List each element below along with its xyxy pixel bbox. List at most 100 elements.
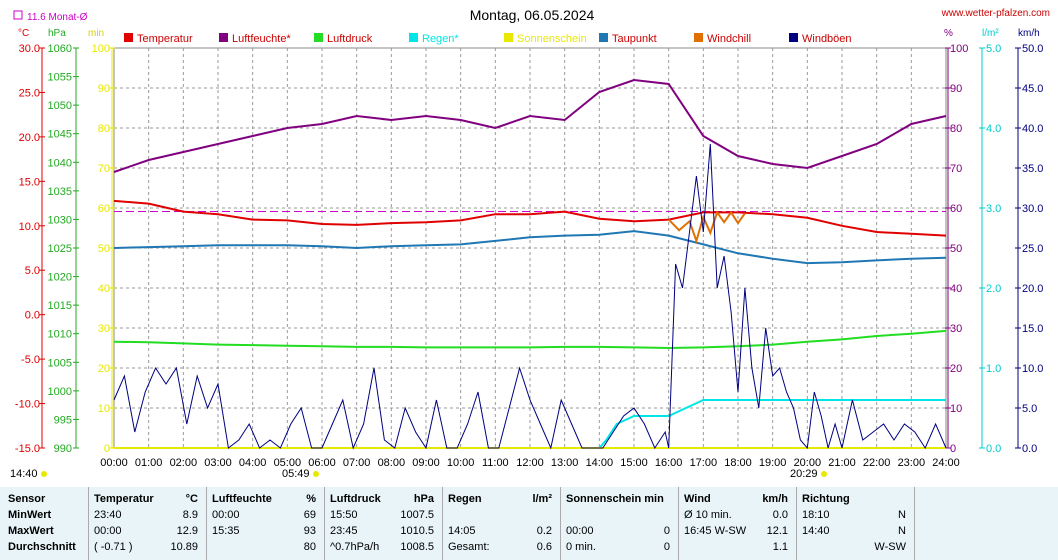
axis-rain-tick: 4.0: [986, 123, 1001, 135]
axis-rain-tick: 2.0: [986, 283, 1001, 295]
cell-time: 23:45: [330, 525, 358, 537]
axis-wind-tick: 40.0: [1022, 123, 1043, 135]
axis-min-tick: 90: [98, 83, 110, 95]
col-header: Luftfeuchte: [212, 493, 272, 505]
cell-time: Ø 10 min.: [684, 509, 732, 521]
sunrise-label: 05:49: [282, 468, 310, 480]
monthly-avg-icon: [13, 10, 23, 20]
axis-temp-tick: 25.0: [19, 87, 40, 99]
axis-temp-tick: 15.0: [19, 176, 40, 188]
cell-time: 00:00: [212, 509, 240, 521]
unit-temp: °C: [18, 28, 29, 39]
col-unit: %: [306, 493, 316, 505]
axis-wind-tick: 0.0: [1022, 443, 1037, 455]
label-min: MinWert: [8, 509, 52, 521]
axis-temp-tick: 0.0: [25, 310, 40, 322]
x-tick-label: 03:00: [204, 457, 232, 469]
axis-pct-tick: 20: [950, 363, 962, 375]
cell-value: 1010.5: [400, 525, 434, 537]
cell-value: 1008.5: [400, 541, 434, 553]
x-ticks: 00:00 01:00 02:00 03:00 04:00 05:00 06:00 07:00…: [100, 457, 960, 469]
axis-wind-tick: 10.0: [1022, 363, 1043, 375]
x-tick-label: 08:00: [378, 457, 406, 469]
series-temperatur: [113, 199, 947, 237]
x-tick-label: 11:00: [482, 457, 509, 469]
table-col-richtung: Richtung 18:10 N 14:40 N W-SW: [796, 487, 915, 560]
cell-value: 0.2: [536, 525, 552, 537]
x-tick-label: 05:00: [274, 457, 302, 469]
clock-label: 14:40: [10, 468, 38, 480]
axis-temp-tick: -10.0: [15, 399, 40, 411]
cell-value: N: [898, 509, 906, 521]
axis-min-tick: 80: [98, 123, 110, 135]
x-tick-label: 00:00: [100, 457, 128, 469]
axes: 30.0 25.0 20.0 15.0 10.0 5.0 0.0 -5.0 -10.0 -15.0…: [15, 43, 1044, 455]
axis-min-tick: 60: [98, 203, 110, 215]
cell-value: N: [898, 525, 906, 537]
cell-value: 69: [303, 509, 316, 521]
cell-value: 1.1: [772, 541, 788, 553]
axis-hpa-tick: 1005: [48, 357, 72, 369]
axis-min-tick: 30: [98, 323, 110, 335]
x-tick-label: 13:00: [551, 457, 579, 469]
x-tick-label: 06:00: [308, 457, 336, 469]
table-col-temperatur: Temperatur °C 23:40 8.9 00:00 12.9 ( -0.71 ) 10…: [88, 487, 207, 560]
axis-min-tick: 100: [92, 43, 110, 55]
series-luftfeuchte: [113, 78, 947, 173]
x-tick-label: 17:00: [690, 457, 718, 469]
site-link[interactable]: www.wetter-pfalzen.com: [941, 8, 1050, 19]
axis-hpa-tick: 1045: [48, 129, 72, 141]
cell-value: 12.1: [766, 525, 788, 537]
axis-hpa-tick: 1010: [48, 329, 72, 341]
x-tick-label: 20:00: [794, 457, 822, 469]
axis-wind-tick: 45.0: [1022, 83, 1043, 95]
axis-temp-tick: -5.0: [21, 354, 40, 366]
x-tick-label: 14:00: [586, 457, 614, 469]
series-taupunkt: [113, 230, 947, 265]
axis-pct-tick: 50: [950, 243, 962, 255]
axis-hpa-tick: 1035: [48, 186, 72, 198]
axis-temp-tick: 30.0: [19, 43, 40, 55]
cell-time: 15:50: [330, 509, 358, 521]
col-header: Temperatur: [94, 493, 154, 505]
monthly-avg-label: 11.6 Monat-Ø: [27, 12, 88, 23]
cell-value: W-SW: [874, 541, 906, 553]
axis-min-tick: 40: [98, 283, 110, 295]
axis-pct-tick: 80: [950, 123, 962, 135]
axis-wind-tick: 5.0: [1022, 403, 1037, 415]
axis-hpa-tick: 1000: [48, 386, 72, 398]
label-max: MaxWert: [8, 525, 54, 537]
cell-value: 10.89: [170, 541, 198, 553]
axis-hpa-tick: 1020: [48, 272, 72, 284]
legend: Temperatur Luftfeuchte* Luftdruck Regen* Son…: [124, 33, 852, 45]
axis-hpa-tick: 1025: [48, 243, 72, 255]
col-unit: hPa: [413, 493, 434, 505]
series-windben: [113, 143, 947, 450]
stats-table: Sensor MinWert MaxWert Durchschnitt Temp…: [0, 486, 1058, 560]
legend-label: Regen*: [422, 33, 459, 45]
col-header: Luftdruck: [330, 493, 381, 505]
axis-hpa-tick: 990: [54, 443, 72, 455]
legend-label: Luftfeuchte*: [232, 33, 291, 45]
axis-hpa-tick: 1055: [48, 72, 72, 84]
cell-time: 14:05: [448, 525, 476, 537]
cell-time: 18:10: [802, 509, 830, 521]
sunrise-icon: [313, 471, 319, 477]
sunset-icon: [821, 471, 827, 477]
legend-swatch: [694, 33, 703, 42]
col-header: Sonnenschein min: [566, 493, 664, 505]
x-tick-label: 18:00: [724, 457, 752, 469]
series-windchill: [667, 210, 746, 245]
axis-wind-tick: 20.0: [1022, 283, 1043, 295]
series-luftdruck: [113, 329, 947, 350]
axis-hpa-tick: 1030: [48, 214, 72, 226]
axis-min-tick: 20: [98, 363, 110, 375]
axis-rain-tick: 3.0: [986, 203, 1001, 215]
axis-hpa-tick: 1015: [48, 300, 72, 312]
axis-wind-tick: 30.0: [1022, 203, 1043, 215]
cell-time: 00:00: [94, 525, 122, 537]
x-tick-label: 01:00: [135, 457, 163, 469]
col-header: Richtung: [802, 493, 850, 505]
cell-time: 0 min.: [566, 541, 596, 553]
unit-pct: %: [944, 28, 953, 39]
